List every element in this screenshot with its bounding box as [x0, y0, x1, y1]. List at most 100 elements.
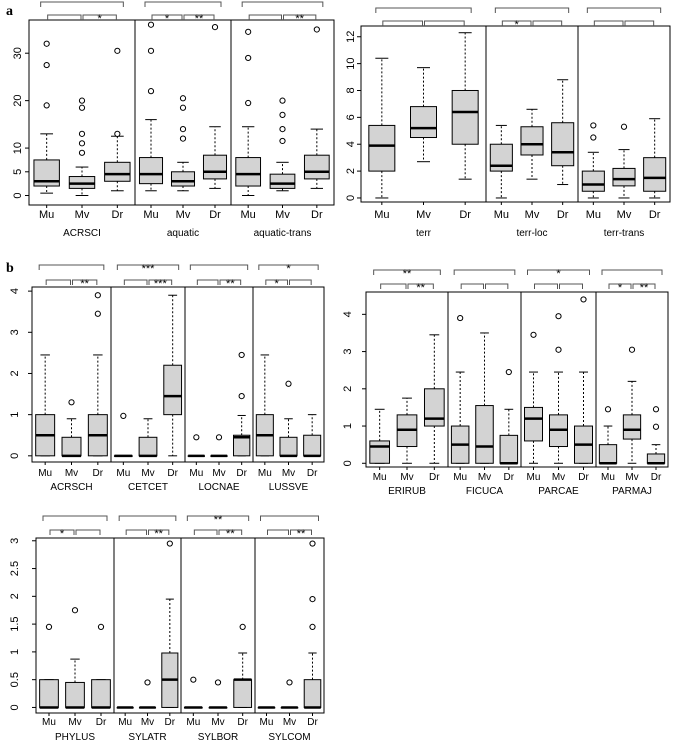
significance-label: *	[165, 13, 170, 25]
significance-bracket	[72, 279, 98, 285]
significance-bracket	[380, 283, 407, 289]
significance-bracket	[407, 283, 434, 289]
box-terr-loc-mu	[489, 124, 513, 199]
significance-bracket	[289, 279, 312, 285]
x-tick-label: Dr	[236, 468, 247, 479]
box-aquatic-trans-mv	[269, 97, 296, 192]
box-aquatic-mv	[170, 95, 196, 192]
outlier-point	[147, 21, 155, 28]
significance-bracket	[193, 529, 218, 535]
box-iqr	[104, 161, 131, 182]
y-tick-label: 1	[9, 412, 21, 418]
significance-bracket	[593, 20, 624, 26]
significance-label: *	[98, 13, 103, 25]
significance-bracket	[219, 279, 242, 285]
x-tick-label: Mv	[283, 717, 296, 728]
outlier-point	[313, 26, 320, 33]
box-iqr	[65, 681, 85, 708]
box-acrsch-dr	[87, 292, 108, 457]
box-iqr	[233, 679, 253, 708]
significance-bracket	[248, 14, 282, 20]
box-iqr	[163, 364, 183, 416]
box-terr-loc-dr	[551, 79, 575, 186]
outlier-point	[279, 137, 286, 145]
y-tick-label: 4	[342, 311, 354, 317]
group-name-label: terr-loc	[516, 228, 547, 239]
group-name-label: PARMAJ	[612, 486, 652, 497]
y-tick-label: 0	[9, 453, 21, 459]
group-locnae: Mu Mv Dr LOCNAE **	[187, 264, 251, 493]
outlier-point	[285, 380, 292, 387]
box-sylbor-dr	[233, 623, 253, 708]
significance-bracket	[40, 1, 124, 7]
significance-label: **	[226, 278, 235, 290]
box-lussve-mu	[255, 354, 274, 457]
outlier-point	[43, 61, 50, 69]
box-acrsch-mv	[61, 399, 82, 458]
x-tick-label: Mu	[373, 472, 387, 483]
x-tick-label: Mu	[494, 209, 509, 221]
outlier-point	[94, 310, 101, 317]
y-tick-label: 4	[345, 141, 357, 147]
box-iqr	[235, 157, 262, 187]
significance-bracket	[624, 20, 655, 26]
box-iqr	[499, 434, 519, 464]
y-tick-label: 0	[9, 704, 21, 710]
box-locnae-mu	[187, 434, 205, 458]
x-tick-label: Mu	[38, 468, 52, 479]
significance-bracket	[460, 283, 484, 289]
significance-bracket	[267, 529, 289, 535]
x-tick-label: Dr	[429, 472, 440, 483]
outlier-point	[120, 412, 127, 419]
significance-bracket	[144, 1, 222, 7]
outlier-point	[590, 134, 597, 141]
box-iqr	[520, 126, 544, 156]
y-tick-label: 4	[9, 288, 21, 294]
outlier-point	[214, 679, 222, 686]
x-tick-label: Dr	[459, 209, 471, 221]
group-name-label: ACRSCH	[50, 482, 92, 493]
x-tick-label: Dr	[504, 472, 515, 483]
significance-label: **	[295, 13, 304, 25]
significance-label: **	[195, 13, 204, 25]
y-tick-label: 5	[12, 169, 24, 175]
y-tick-label: 2	[9, 370, 21, 376]
outlier-point	[652, 423, 660, 430]
x-tick-label: Mu	[601, 472, 615, 483]
x-tick-label: Mu	[189, 468, 203, 479]
box-iqr	[643, 157, 667, 192]
x-tick-label: Mu	[527, 472, 541, 483]
box-sylbor-mv	[208, 679, 228, 709]
y-tick-label: 0	[345, 195, 357, 201]
box-iqr	[202, 154, 228, 180]
x-tick-label: Mu	[116, 468, 130, 479]
y-tick-label: 2	[9, 593, 21, 599]
significance-label: ***	[142, 263, 156, 275]
box-erirub-mv	[396, 397, 418, 464]
x-tick-label: Mu	[374, 209, 389, 221]
box-iqr	[39, 679, 59, 708]
box-iqr	[598, 444, 618, 464]
box-aquatic-trans-dr	[303, 26, 330, 189]
significance-bracket	[601, 269, 663, 275]
outlier-point	[239, 623, 246, 630]
box-iqr	[489, 143, 513, 172]
x-tick-label: Mv	[617, 209, 632, 221]
significance-bracket	[632, 283, 656, 289]
outlier-point	[286, 679, 293, 686]
box-iqr	[303, 154, 330, 180]
significance-bracket	[47, 14, 82, 20]
significance-bracket	[290, 529, 312, 535]
box-locnae-mv	[210, 434, 228, 458]
significance-bracket	[258, 264, 319, 270]
group-name-label: aquatic-trans	[254, 228, 312, 239]
significance-bracket	[116, 264, 180, 270]
significance-label: *	[286, 263, 291, 275]
y-tick-label: 2	[345, 168, 357, 174]
y-tick-label: 10	[12, 142, 24, 154]
box-ficuca-dr	[499, 368, 519, 465]
